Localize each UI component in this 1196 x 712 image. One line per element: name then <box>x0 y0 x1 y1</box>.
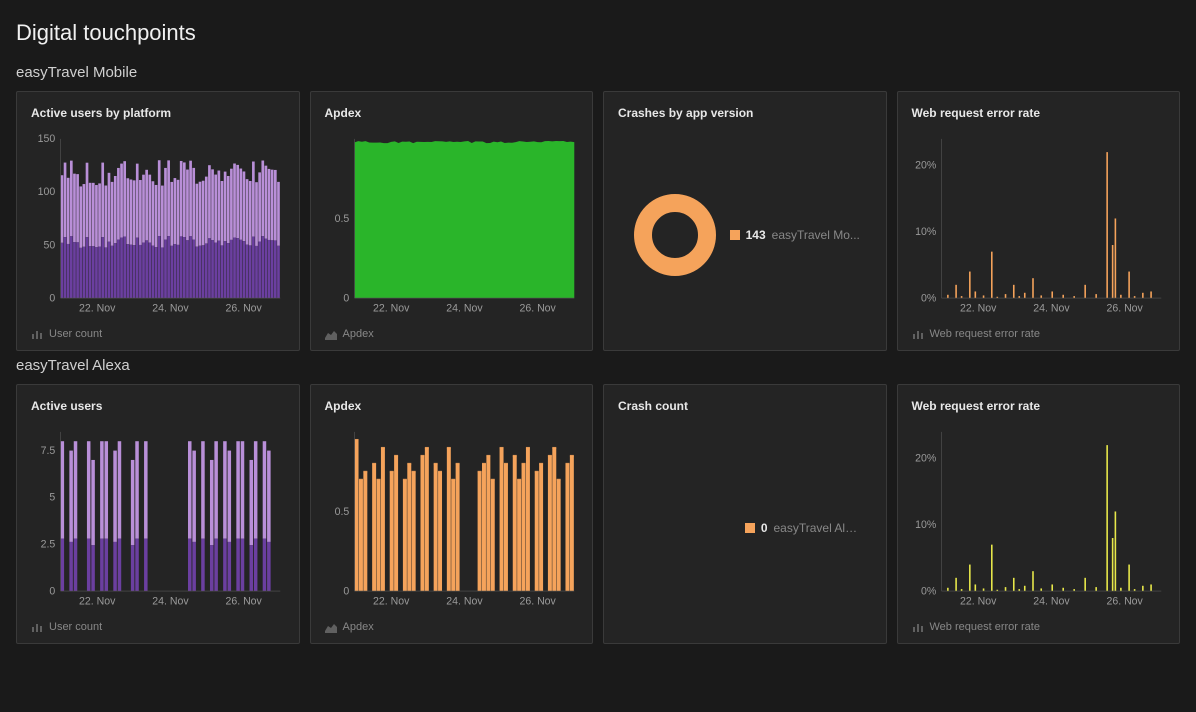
svg-text:22. Nov: 22. Nov <box>960 302 997 314</box>
svg-text:22. Nov: 22. Nov <box>373 302 410 314</box>
card-footer: Apdex <box>325 611 579 633</box>
svg-text:26. Nov: 26. Nov <box>1106 595 1143 607</box>
svg-text:0.5: 0.5 <box>334 213 349 225</box>
svg-text:10%: 10% <box>915 226 936 238</box>
svg-text:0: 0 <box>49 292 55 304</box>
chart-area: 0 0.5 22. Nov 24. Nov 26. Nov <box>325 130 579 318</box>
svg-text:24. Nov: 24. Nov <box>446 595 483 607</box>
svg-text:20%: 20% <box>915 453 936 465</box>
svg-text:24. Nov: 24. Nov <box>1033 302 1070 314</box>
dashboard-card[interactable]: Active users 0 2.5 5 7.5 22. Nov 24. Nov 26. No… <box>16 384 300 644</box>
card-footer: User count <box>31 318 285 340</box>
card-footer-label: Apdex <box>343 621 374 633</box>
page-title: Digital touchpoints <box>16 20 1180 46</box>
svg-text:26. Nov: 26. Nov <box>1106 302 1143 314</box>
card-grid: Active users by platform 0 50 100 150 22. Nov… <box>16 91 1180 351</box>
svg-text:26. Nov: 26. Nov <box>519 595 556 607</box>
dashboard-card[interactable]: Active users by platform 0 50 100 150 22. Nov… <box>16 91 300 351</box>
legend-count: 143 <box>746 228 766 242</box>
chart-area: 0 easyTravel Alexa |... <box>618 423 872 633</box>
card-footer-label: User count <box>49 328 102 340</box>
card-footer-label: Web request error rate <box>930 328 1040 340</box>
svg-text:24. Nov: 24. Nov <box>1033 595 1070 607</box>
dashboard-card[interactable]: Web request error rate 0% 10% 20% 22. Nov 24.… <box>897 91 1181 351</box>
card-footer: Apdex <box>325 318 579 340</box>
card-grid: Active users 0 2.5 5 7.5 22. Nov 24. Nov 26. No… <box>16 384 1180 644</box>
svg-text:0%: 0% <box>921 292 937 304</box>
card-title: Active users by platform <box>31 106 285 120</box>
legend-count: 0 <box>761 521 768 535</box>
card-footer-label: Apdex <box>343 328 374 340</box>
svg-text:50: 50 <box>44 239 56 251</box>
svg-text:22. Nov: 22. Nov <box>373 595 410 607</box>
svg-text:24. Nov: 24. Nov <box>152 595 189 607</box>
card-footer: Web request error rate <box>912 318 1166 340</box>
card-title: Active users <box>31 399 285 413</box>
card-footer: User count <box>31 611 285 633</box>
bar-icon <box>31 328 43 340</box>
svg-text:22. Nov: 22. Nov <box>79 595 116 607</box>
legend-label: easyTravel Alexa |... <box>774 521 864 535</box>
chart-area: 143 easyTravel Mo... <box>618 130 872 340</box>
svg-text:7.5: 7.5 <box>41 445 56 457</box>
card-footer: Web request error rate <box>912 611 1166 633</box>
section-title: easyTravel Mobile <box>16 64 1180 81</box>
card-footer-label: User count <box>49 621 102 633</box>
svg-text:24. Nov: 24. Nov <box>152 302 189 314</box>
chart-area: 0% 10% 20% 22. Nov 24. Nov 26. Nov <box>912 130 1166 318</box>
svg-text:0: 0 <box>343 292 349 304</box>
section-title: easyTravel Alexa <box>16 357 1180 374</box>
chart-area: 0% 10% 20% 22. Nov 24. Nov 26. Nov <box>912 423 1166 611</box>
svg-text:26. Nov: 26. Nov <box>225 302 262 314</box>
legend-swatch <box>745 523 755 533</box>
svg-text:26. Nov: 26. Nov <box>225 595 262 607</box>
chart-area: 0 2.5 5 7.5 22. Nov 24. Nov 26. Nov <box>31 423 285 611</box>
legend-label: easyTravel Mo... <box>772 228 860 242</box>
dashboard-card[interactable]: Crash count 0 easyTravel Alexa |... <box>603 384 887 644</box>
card-title: Web request error rate <box>912 106 1166 120</box>
card-title: Apdex <box>325 399 579 413</box>
card-title: Apdex <box>325 106 579 120</box>
legend-swatch <box>730 230 740 240</box>
bar-icon <box>31 621 43 633</box>
svg-text:0.5: 0.5 <box>334 506 349 518</box>
card-title: Web request error rate <box>912 399 1166 413</box>
svg-text:22. Nov: 22. Nov <box>960 595 997 607</box>
svg-text:24. Nov: 24. Nov <box>446 302 483 314</box>
svg-text:5: 5 <box>49 492 55 504</box>
svg-text:0: 0 <box>343 585 349 597</box>
svg-text:2.5: 2.5 <box>41 538 56 550</box>
svg-text:20%: 20% <box>915 160 936 172</box>
svg-text:0: 0 <box>49 585 55 597</box>
bar-icon <box>912 621 924 633</box>
card-footer-label: Web request error rate <box>930 621 1040 633</box>
chart-area: 0 0.5 22. Nov 24. Nov 26. Nov <box>325 423 579 611</box>
dashboard-card[interactable]: Apdex 0 0.5 22. Nov 24. Nov 26. Nov Apdex <box>310 91 594 351</box>
svg-text:26. Nov: 26. Nov <box>519 302 556 314</box>
chart-area: 0 50 100 150 22. Nov 24. Nov 26. Nov <box>31 130 285 318</box>
card-title: Crash count <box>618 399 872 413</box>
dashboard-card[interactable]: Apdex 0 0.5 22. Nov 24. Nov 26. Nov Apdex <box>310 384 594 644</box>
bar-icon <box>912 328 924 340</box>
svg-text:22. Nov: 22. Nov <box>79 302 116 314</box>
area-icon <box>325 621 337 633</box>
svg-text:150: 150 <box>38 133 56 145</box>
svg-text:0%: 0% <box>921 585 937 597</box>
svg-text:100: 100 <box>38 186 56 198</box>
area-icon <box>325 328 337 340</box>
dashboard-card[interactable]: Crashes by app version 143 easyTravel Mo..… <box>603 91 887 351</box>
dashboard-card[interactable]: Web request error rate 0% 10% 20% 22. Nov 24.… <box>897 384 1181 644</box>
svg-text:10%: 10% <box>915 519 936 531</box>
card-title: Crashes by app version <box>618 106 872 120</box>
